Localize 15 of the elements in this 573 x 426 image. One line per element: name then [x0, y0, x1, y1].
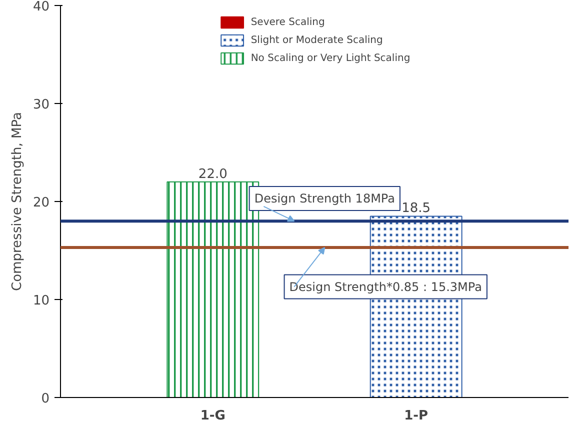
y-tick-label: 20 [32, 196, 50, 210]
y-tick-label: 40 [32, 0, 50, 14]
legend-label: Severe Scaling [250, 16, 325, 28]
ref-line-label: Design Strength 18MPa [254, 192, 395, 206]
x-tick-label: 1-G [200, 408, 226, 424]
legend-label: Slight or Moderate Scaling [250, 34, 383, 46]
ref-line-label: Design Strength*0.85 : 15.3MPa [289, 280, 482, 294]
y-tick-label: 30 [32, 98, 50, 112]
data-label: 22.0 [198, 166, 228, 182]
x-tick-label: 1-P [404, 408, 428, 424]
legend-label: No Scaling or Very Light Scaling [250, 52, 410, 64]
y-tick-label: 10 [32, 294, 50, 308]
data-label: 18.5 [402, 201, 431, 216]
y-axis-title: Compressive Strength, MPa [10, 112, 25, 291]
y-tick-label: 0 [41, 392, 50, 406]
